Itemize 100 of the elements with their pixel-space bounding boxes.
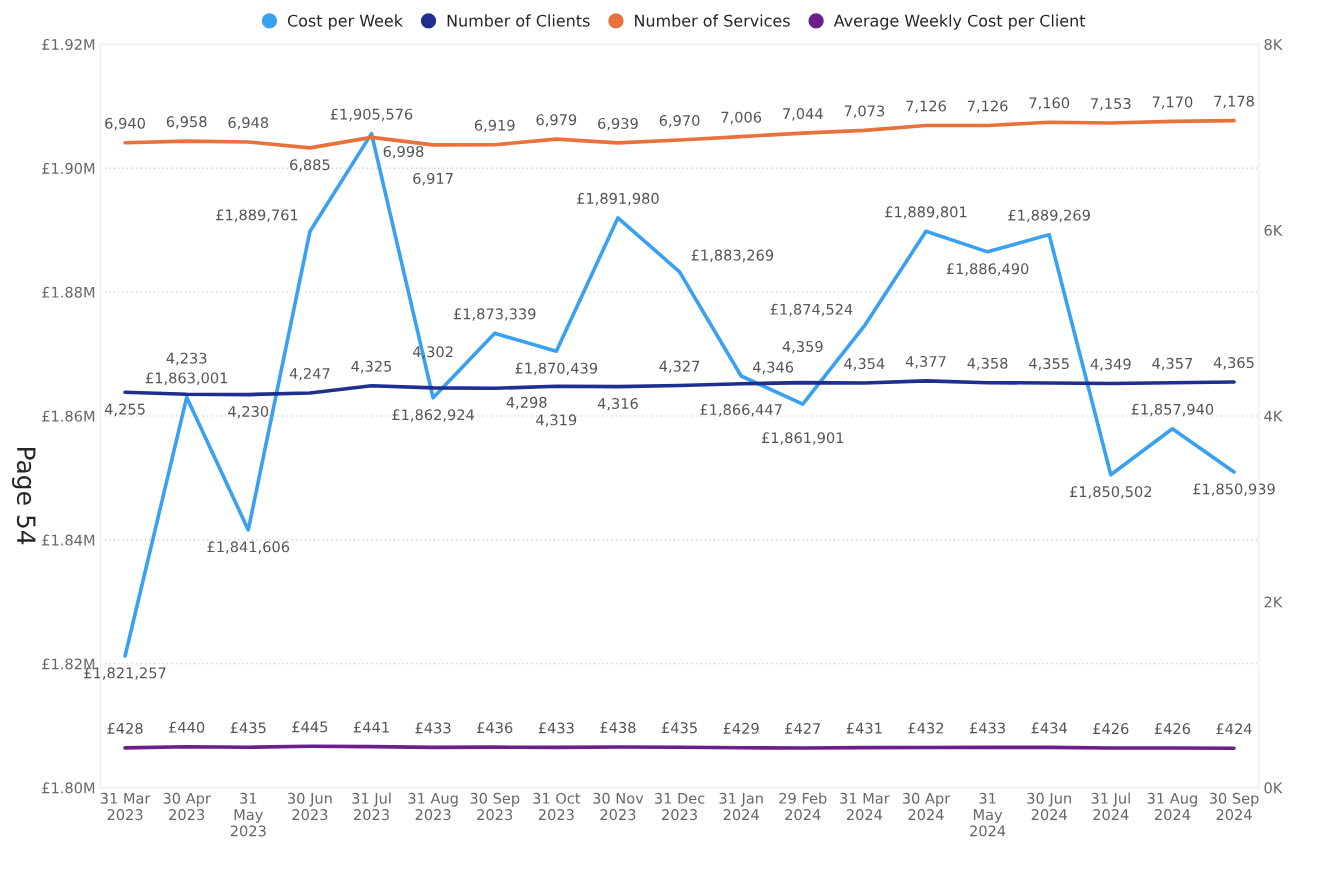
data-label: 7,160 [1029,97,1070,110]
x-tick-label: 31 May 2024 [970,792,1006,837]
data-label: £1,905,576 [330,108,413,122]
data-label: £438 [600,721,636,734]
x-tick-label: 31 Dec 2023 [654,792,705,821]
x-tick-label: 31 May 2023 [230,792,266,837]
data-label: 4,359 [782,340,823,354]
x-tick-label: 31 Mar 2024 [840,792,890,821]
x-tick-label: 30 Apr 2024 [902,792,951,821]
data-label: £424 [1216,723,1252,735]
data-label: £433 [415,722,451,734]
data-label: 6,939 [598,117,638,131]
y2-tick-label: 2K [1264,596,1283,608]
data-label: £427 [785,723,821,734]
data-label: 4,255 [104,403,145,417]
data-label: £1,857,940 [1131,403,1214,417]
x-tick-label: 31 Aug 2023 [408,792,458,821]
data-label: £433 [538,722,574,734]
x-tick-label: 31 Mar 2023 [100,792,151,821]
data-label: £432 [908,722,944,734]
y2-tick-label: 0K [1264,782,1283,794]
data-label: £1,883,269 [691,249,774,263]
legend-label: Average Weekly Cost per Client [833,14,1086,30]
x-tick-label: 31 Jan 2024 [719,792,763,821]
data-label: £434 [1031,722,1067,734]
y-tick-label: £1.84M [42,534,95,546]
data-label: 6,948 [228,117,269,130]
data-label: 4,346 [752,361,794,375]
data-label: 6,970 [659,115,700,128]
data-label: £1,850,502 [1069,486,1152,499]
x-tick-label: 30 Nov 2023 [593,792,644,821]
data-label: 6,940 [105,117,145,131]
y-tick-label: £1.92M [42,38,95,50]
data-label: 4,354 [844,358,885,371]
text: Page 54 [12,447,36,545]
data-label: £1,873,339 [453,308,536,321]
data-label: 6,998 [383,145,424,159]
y-tick-label: £1.90M [42,162,95,174]
x-tick-label: 30 Sep 2023 [470,792,520,821]
x-tick-label: 30 Apr 2023 [163,792,211,821]
data-label: £435 [661,722,697,734]
data-label: 7,170 [1152,96,1193,109]
data-label: 7,178 [1214,95,1254,109]
data-label: 4,233 [166,352,207,366]
y-tick-label: £1.88M [42,286,95,298]
data-label: £1,866,447 [700,404,782,417]
data-label: 4,357 [1152,357,1193,371]
data-label: 6,917 [413,172,453,186]
data-label: £426 [1093,723,1129,735]
x-tick-label: 31 Oct 2023 [533,792,581,821]
x-tick-label: 31 Jul 2023 [352,792,391,821]
data-label: £1,841,606 [207,541,290,554]
data-label: £436 [477,722,513,734]
data-label: 6,979 [536,114,577,127]
data-label: 6,919 [474,119,515,133]
data-label: £441 [353,721,389,733]
data-label: £431 [846,722,882,734]
data-label: £1,891,980 [577,192,659,206]
data-label: 4,230 [228,405,269,419]
data-label: 4,298 [506,396,547,410]
data-label: £1,850,939 [1193,483,1275,496]
data-label: £440 [169,721,205,733]
x-tick-label: 31 Jul 2024 [1091,792,1130,821]
data-label: £429 [723,722,759,734]
y2-tick-label: 8K [1264,38,1283,50]
y-tick-label: £1.86M [42,410,95,422]
data-label: £1,889,761 [216,209,298,222]
data-label: 4,358 [967,357,1008,371]
data-label: 4,349 [1090,358,1131,372]
data-label: £428 [107,722,143,734]
data-label: 4,319 [536,414,577,427]
data-label: £435 [230,722,266,734]
x-tick-label: 30 Sep 2024 [1209,792,1259,821]
x-tick-label: 30 Jun 2023 [288,792,332,821]
data-label: 7,044 [783,108,823,121]
data-label: 4,365 [1213,357,1254,370]
data-label: £1,874,524 [770,303,853,317]
data-label: 4,377 [905,355,946,369]
data-label: £1,870,439 [515,362,598,376]
data-label: £445 [292,721,328,733]
data-label: £426 [1154,723,1191,735]
data-label: 7,073 [844,105,885,118]
data-label: 4,327 [659,360,700,374]
legend-label: Number of Clients [447,14,590,27]
data-label: £1,862,924 [392,409,475,422]
data-label: 6,958 [166,116,207,129]
data-label: 4,247 [289,368,330,381]
legend-label: Number of Services [635,14,790,27]
data-label: £1,863,001 [145,372,228,385]
y2-tick-label: 6K [1264,224,1283,236]
legend-label: Cost per Week [287,14,403,30]
x-tick-label: 30 Jun 2024 [1027,792,1071,821]
data-label: 7,126 [906,100,946,114]
data-label: 7,153 [1091,97,1131,111]
data-label: 7,126 [967,100,1008,114]
data-label: £433 [969,722,1005,734]
data-label: 6,885 [290,159,330,172]
data-label: £1,889,801 [885,206,967,219]
data-label: £1,889,269 [1008,209,1090,223]
data-label: £1,861,901 [761,432,844,445]
